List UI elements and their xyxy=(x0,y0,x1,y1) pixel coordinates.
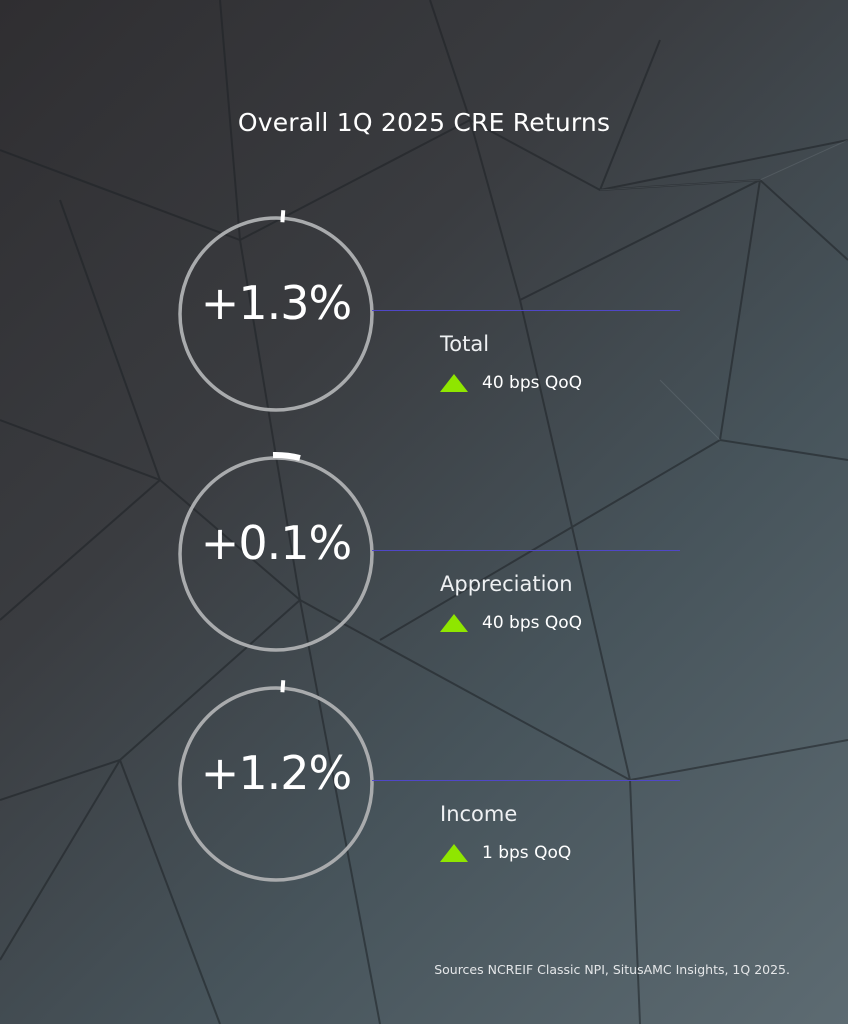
metric-label: Income xyxy=(440,802,518,826)
metric-change: 1 bps QoQ xyxy=(440,842,571,864)
connector-line xyxy=(372,550,680,551)
metric-value: +0.1% xyxy=(200,516,352,570)
change-text: 40 bps QoQ xyxy=(482,373,583,393)
ring-gauge xyxy=(176,451,376,654)
source-note: Sources NCREIF Classic NPI, SitusAMC Ins… xyxy=(434,962,790,977)
metric-appreciation: +0.1% Appreciation 40 bps QoQ xyxy=(0,451,848,684)
metric-income: +1.2% Income 1 bps QoQ xyxy=(0,680,848,914)
metric-value: +1.2% xyxy=(200,746,352,800)
metric-value: +1.3% xyxy=(200,276,352,330)
connector-line xyxy=(372,310,680,311)
connector-line xyxy=(372,780,680,781)
metric-change: 40 bps QoQ xyxy=(440,372,582,394)
page-title: Overall 1Q 2025 CRE Returns xyxy=(237,108,611,137)
triangle-up-icon xyxy=(440,374,468,392)
metric-change: 40 bps QoQ xyxy=(440,612,582,634)
triangle-up-icon xyxy=(440,614,468,632)
triangle-up-icon xyxy=(440,844,468,862)
metric-label: Total xyxy=(440,332,490,356)
metric-total: +1.3% Total 40 bps QoQ xyxy=(0,210,848,444)
metric-label: Appreciation xyxy=(440,572,573,596)
ring-gauge xyxy=(176,680,376,884)
change-text: 40 bps QoQ xyxy=(482,613,583,633)
change-text: 1 bps QoQ xyxy=(482,843,572,863)
ring-gauge xyxy=(176,210,376,414)
